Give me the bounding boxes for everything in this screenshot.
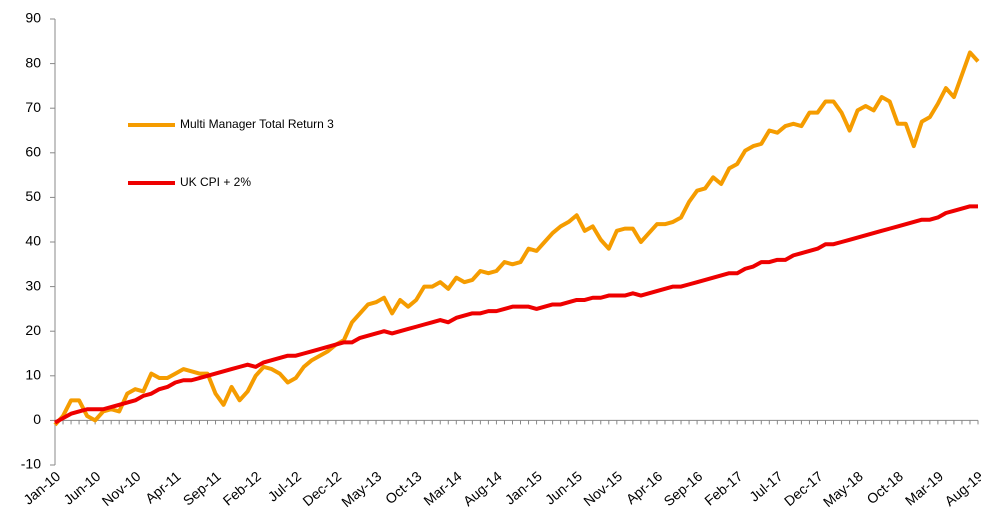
x-tick-label: Jun-10 [60,468,103,508]
y-tick-label: 80 [25,54,41,70]
x-tick-label: Sep-11 [180,468,224,509]
x-tick-label: May-18 [820,468,866,510]
x-tick-label: Jan-10 [20,468,63,508]
y-tick-label: 40 [25,233,41,249]
x-tick-label: Nov-15 [580,468,625,509]
x-tick-label: Jul-12 [265,468,305,505]
series-line [53,50,980,427]
series-line [54,204,978,425]
y-tick-label: 70 [25,99,41,115]
x-tick-label: May-13 [338,468,384,510]
y-tick-label: 0 [33,411,41,427]
x-tick-label: Feb-12 [220,468,264,509]
y-tick-label: 20 [25,322,41,338]
x-tick-label: Aug-14 [460,468,505,509]
x-tick-label: Jun-15 [542,468,585,508]
legend-label: UK CPI + 2% [180,175,251,189]
y-tick-label: 50 [25,188,41,204]
x-tick-label: Mar-14 [420,468,464,509]
x-tick-label: Dec-12 [299,468,344,509]
x-tick-label: Feb-17 [701,468,745,509]
x-tick-label: Apr-11 [142,468,184,507]
x-tick-label: Nov-10 [99,468,144,509]
x-tick-label: Aug-19 [941,468,981,509]
y-tick-label: -10 [21,456,41,472]
y-tick-label: 30 [25,277,41,293]
y-tick-label: 90 [25,10,41,26]
x-tick-label: Jan-15 [502,468,545,508]
x-tick-label: Sep-16 [661,468,706,509]
x-tick-label: Oct-13 [382,468,425,507]
x-tick-label: Oct-18 [864,468,907,507]
x-tick-label: Dec-17 [781,468,826,509]
legend-label: Multi Manager Total Return 3 [180,117,334,131]
y-tick-label: 10 [25,367,41,383]
x-tick-label: Apr-16 [623,468,666,507]
y-tick-label: 60 [25,144,41,160]
x-tick-label: Mar-19 [902,468,946,509]
x-tick-label: Jul-17 [746,468,786,505]
